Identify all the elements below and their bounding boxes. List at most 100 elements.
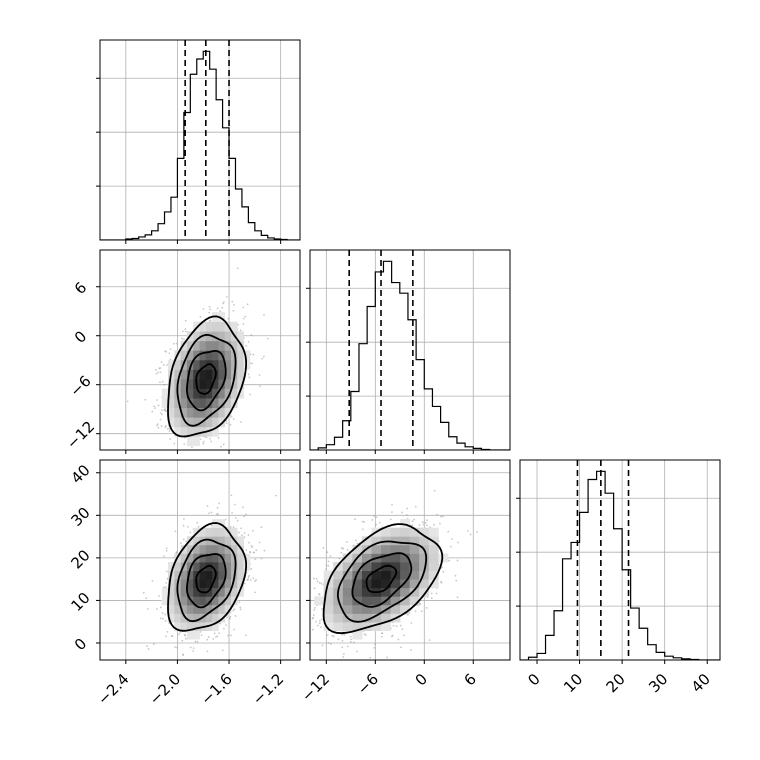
scatter-point [231, 511, 234, 514]
density-cell [174, 570, 182, 580]
density-cell [212, 388, 219, 399]
scatter-point [157, 371, 159, 374]
scatter-point [249, 393, 251, 396]
x-tick-label-0-1: −2.0 [146, 670, 184, 708]
x-tick-label-0-2: −1.6 [197, 670, 235, 708]
x-tick-label-2-1: 10 [560, 670, 586, 696]
density-cell [333, 622, 344, 631]
scatter-point [247, 578, 250, 581]
density-cell [218, 562, 226, 571]
scatter-point [439, 522, 441, 525]
y-tick-label-2-0: 0 [71, 635, 90, 654]
scatter-point [315, 620, 317, 623]
scatter-point [410, 622, 413, 624]
scatter-point [164, 426, 167, 429]
x-tick-label-1-1: −6 [354, 670, 382, 698]
scatter-point [447, 530, 450, 533]
scatter-point [208, 305, 211, 308]
scatter-point [174, 454, 176, 456]
density-cell [237, 369, 244, 380]
scatter-point [306, 581, 308, 583]
density-cell [168, 596, 175, 606]
density-cell [193, 630, 200, 640]
scatter-point [189, 646, 192, 649]
scatter-point [225, 624, 227, 627]
density-cell [168, 604, 175, 614]
scatter-point [233, 628, 235, 631]
scatter-point [144, 398, 147, 401]
scatter-point [183, 633, 186, 636]
density-cell [205, 350, 213, 361]
density-cell [199, 321, 207, 332]
density-cell [174, 417, 182, 428]
density-cell [371, 570, 382, 580]
scatter-point [318, 622, 321, 625]
scatter-point [375, 516, 378, 519]
scatter-point [218, 632, 221, 635]
scatter-point [154, 407, 156, 410]
density-cell [168, 562, 175, 571]
density-cell [230, 544, 238, 554]
density-cell [218, 604, 226, 614]
density-cell [352, 622, 363, 631]
x-tick-label-2-3: 30 [645, 670, 671, 696]
scatter-point [239, 421, 242, 423]
scatter-point [159, 411, 162, 414]
scatter-point [165, 350, 168, 353]
scatter-point [202, 442, 205, 445]
density-cell [224, 340, 232, 351]
scatter-point [152, 643, 155, 645]
scatter-point [248, 376, 251, 379]
scatter-point [164, 424, 167, 427]
scatter-point [243, 532, 246, 534]
density-cell [371, 544, 382, 554]
density-cell [237, 562, 244, 571]
scatter-point [331, 634, 334, 637]
density-cell [400, 519, 411, 529]
pair-panel-0-2 [100, 460, 300, 660]
scatter-point [162, 617, 164, 620]
density-cell [218, 312, 226, 323]
density-cell [400, 562, 411, 571]
pair-frame-group [96, 459, 301, 664]
density-cell [419, 562, 430, 571]
scatter-point [159, 371, 162, 373]
density-cell [180, 417, 188, 428]
density-cell [168, 398, 175, 409]
density-cell [193, 562, 200, 571]
scatter-point [247, 340, 250, 343]
scatter-point [166, 364, 169, 366]
scatter-point [327, 642, 330, 644]
density-cell [199, 570, 207, 580]
scatter-point [168, 622, 171, 625]
scatter-point [168, 430, 171, 432]
density-cell [199, 378, 207, 389]
scatter-point [229, 615, 232, 618]
scatter-point [381, 632, 384, 635]
density-cell [361, 604, 372, 614]
scatter-point [165, 547, 168, 550]
density-cell [212, 359, 219, 370]
density-cell [205, 613, 213, 623]
scatter-point [199, 315, 202, 318]
density-cell [212, 350, 219, 361]
scatter-point [391, 634, 394, 637]
density-cell [409, 527, 420, 537]
scatter-point [146, 645, 149, 648]
density-cell [314, 596, 325, 606]
scatter-point [418, 524, 421, 526]
density-cell [205, 321, 213, 332]
density-cell [180, 622, 188, 631]
scatter-point [223, 451, 225, 453]
density-cell [199, 553, 207, 563]
density-cell [390, 527, 401, 537]
density-cell [174, 359, 182, 370]
scatter-point [182, 524, 185, 527]
scatter-point [308, 662, 310, 664]
scatter-point [199, 438, 202, 441]
scatter-point [290, 609, 292, 611]
contour-level-0 [195, 363, 217, 395]
scatter-point [206, 650, 209, 653]
density-cell [186, 613, 194, 623]
x-tick-label-0-3: −1.2 [249, 670, 287, 708]
